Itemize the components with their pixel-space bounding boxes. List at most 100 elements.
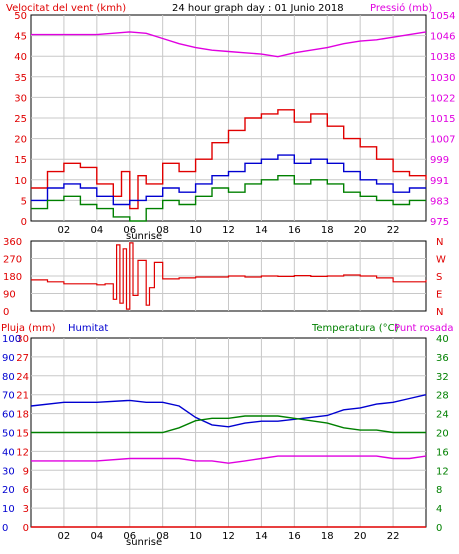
hour-tick-label: 12	[222, 531, 235, 542]
hour-tick-label: 02	[58, 531, 71, 542]
direction-letter-label: S	[436, 272, 442, 283]
direction-letter-label: W	[436, 255, 446, 266]
temperature-axis: 0 4 8 12 16 20 24 28 32 36 40	[436, 334, 449, 534]
wind-speed-tick-label: 40	[14, 52, 27, 63]
weather-panel-series	[30, 394, 427, 528]
pressure-tick-label: 1054	[430, 11, 455, 22]
pressure-tick-label: 1030	[430, 73, 455, 84]
hour-tick-label: 20	[354, 531, 367, 542]
temperature-series	[31, 415, 426, 434]
temperature-tick-label: 36	[436, 353, 449, 364]
hour-tick-label: 04	[90, 225, 103, 236]
humidity-tick-label: 70	[2, 391, 15, 402]
temperature-tick-label: 40	[436, 334, 449, 345]
wind-speed-axis: 0 5 10 15 20 25 30 35 40 45 50	[14, 11, 27, 228]
rain-title: Pluja (mm)	[1, 323, 56, 334]
dewpoint-title: Punt rosada	[394, 323, 453, 334]
temperature-tick-label: 0	[436, 523, 442, 534]
sunrise-label-top: sunrise	[126, 231, 162, 242]
wind-minimum-series	[31, 175, 426, 222]
rain-tick-label: 27	[16, 353, 29, 364]
humidity-tick-label: 100	[2, 334, 21, 345]
pressure-axis: 975 983 991 999 1007 1015 1022 1030 1038 1046 1054	[430, 11, 455, 228]
direction-degree-label: 90	[3, 290, 16, 301]
humidity-tick-label: 10	[2, 504, 15, 515]
rain-axis: 0 3 6 9 12 15 18 21 24 27 30	[16, 334, 29, 534]
dewpoint-series	[31, 455, 427, 464]
hour-tick-label: 06	[123, 531, 136, 542]
rain-tick-label: 6	[23, 485, 29, 496]
weather-panel-hour-axis: 02 04 06 08 10 12 14 16 18 20 22	[58, 531, 400, 542]
direction-degree-label: 360	[3, 237, 22, 248]
wind-speed-tick-label: 30	[14, 93, 27, 104]
pressure-tick-label: 1022	[430, 93, 455, 104]
humidity-tick-label: 0	[2, 523, 8, 534]
pressure-tick-label: 991	[430, 176, 449, 187]
hour-tick-label: 22	[387, 225, 400, 236]
wind-speed-tick-label: 35	[14, 73, 27, 84]
pressure-tick-label: 1015	[430, 114, 455, 125]
hour-tick-label: 02	[58, 225, 71, 236]
rain-tick-label: 21	[16, 391, 29, 402]
humidity-tick-label: 20	[2, 485, 15, 496]
rain-tick-label: 18	[16, 410, 29, 421]
direction-degree-axis: 0 90 180 270 360	[3, 237, 22, 318]
wind-speed-tick-label: 0	[21, 217, 27, 228]
weather-panel-grid	[31, 338, 426, 527]
direction-degree-label: 180	[3, 272, 22, 283]
hour-tick-label: 18	[321, 225, 334, 236]
wind-speed-tick-label: 25	[14, 114, 27, 125]
pressure-tick-label: 1038	[430, 52, 455, 63]
wind-gust-series	[31, 109, 427, 210]
humidity-title: Humitat	[68, 323, 108, 334]
direction-letter-label: N	[436, 237, 443, 248]
direction-degree-label: 0	[3, 307, 9, 318]
hour-tick-label: 14	[255, 225, 268, 236]
temperature-tick-label: 24	[436, 410, 449, 421]
rain-tick-label: 9	[23, 466, 29, 477]
temperature-title: Temperatura (°C)	[311, 323, 399, 334]
sunrise-label-bottom: sunrise	[126, 537, 162, 548]
pressure-series	[31, 31, 427, 58]
pressure-tick-label: 1007	[430, 135, 455, 146]
pressure-tick-label: 983	[430, 196, 449, 207]
hour-tick-label: 08	[156, 225, 169, 236]
wind-speed-tick-label: 20	[14, 135, 27, 146]
humidity-axis: 0 10 20 30 40 50 60 70 80 90 100	[2, 334, 21, 534]
hour-tick-label: 16	[288, 225, 301, 236]
humidity-tick-label: 30	[2, 466, 15, 477]
rain-tick-label: 3	[23, 504, 29, 515]
direction-panel-series	[31, 242, 427, 310]
temperature-tick-label: 28	[436, 391, 449, 402]
temperature-tick-label: 20	[436, 429, 449, 440]
wind-average-series	[31, 154, 426, 206]
temperature-tick-label: 4	[436, 504, 442, 515]
rain-tick-label: 24	[16, 372, 29, 383]
wind-direction-series	[31, 242, 427, 310]
hour-tick-label: 10	[189, 225, 202, 236]
temperature-tick-label: 16	[436, 447, 449, 458]
temperature-tick-label: 12	[436, 466, 449, 477]
direction-letter-label: E	[436, 290, 442, 301]
rain-tick-label: 30	[16, 334, 29, 345]
rain-tick-label: 0	[23, 523, 29, 534]
pressure-tick-label: 975	[430, 217, 449, 228]
hour-tick-label: 20	[354, 225, 367, 236]
hour-tick-label: 16	[288, 531, 301, 542]
wind-speed-tick-label: 50	[14, 11, 27, 22]
wind-speed-tick-label: 10	[14, 176, 27, 187]
wind-speed-title: Velocitat del vent (kmh)	[6, 3, 126, 14]
wind-panel-hour-axis: 02 04 06 08 10 12 14 16 18 20 22	[58, 225, 400, 236]
humidity-tick-label: 50	[2, 429, 15, 440]
graph-date-title: 24 hour graph day : 01 Junio 2018	[172, 3, 344, 14]
humidity-tick-label: 60	[2, 410, 15, 421]
humidity-series	[30, 394, 427, 428]
hour-tick-label: 10	[189, 531, 202, 542]
pressure-tick-label: 1046	[430, 32, 455, 43]
rain-tick-label: 12	[16, 447, 29, 458]
pressure-title: Pressió (mb)	[370, 2, 432, 14]
hour-tick-label: 06	[123, 225, 136, 236]
